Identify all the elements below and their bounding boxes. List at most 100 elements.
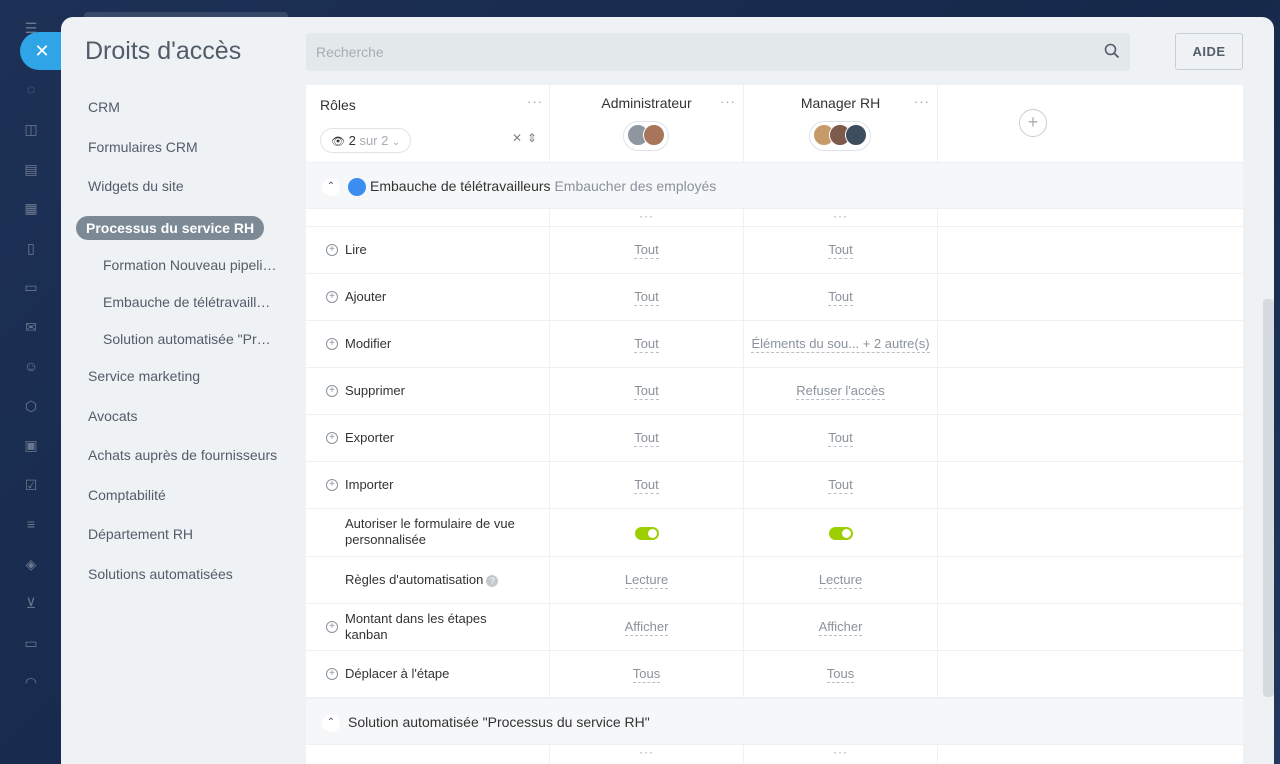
add-role-button[interactable]: +: [1019, 109, 1047, 137]
permission-value[interactable]: Refuser l'accès: [796, 383, 885, 400]
expand-plus-icon[interactable]: +: [326, 244, 338, 256]
chevron-up-icon[interactable]: ⌃: [322, 178, 340, 196]
permission-value[interactable]: Tout: [634, 383, 659, 400]
tasks-icon[interactable]: ▤: [24, 161, 38, 177]
nav-subitem-remote-hiring[interactable]: Embauche de télétravaill…: [76, 290, 306, 327]
nav-item-hr-process[interactable]: Processus du service RH: [76, 214, 306, 254]
access-rights-panel: Droits d'accès AIDE CRM Formulaires CRM …: [61, 17, 1274, 764]
nav-subitem-training[interactable]: Formation Nouveau pipeli…: [76, 253, 306, 290]
search-icon[interactable]: [1104, 43, 1120, 59]
nav-item-purchases[interactable]: Achats auprès de fournisseurs: [76, 443, 306, 483]
view-selector[interactable]: 👁︎ 2 sur 2 ⌄: [320, 128, 412, 153]
nav-item-crm[interactable]: CRM: [76, 95, 306, 135]
permission-value[interactable]: Tout: [828, 430, 853, 447]
hexagon-icon[interactable]: ⬡: [24, 398, 38, 414]
permission-value[interactable]: Tous: [632, 666, 661, 683]
permission-value[interactable]: Lecture: [818, 572, 863, 589]
nav-item-accounting[interactable]: Comptabilité: [76, 483, 306, 523]
permission-value[interactable]: Tout: [828, 242, 853, 259]
table-row: + Supprimer Tout Refuser l'accès: [306, 368, 1243, 415]
nav-subitem-automated-solution[interactable]: Solution automatisée "Pr…: [76, 327, 306, 364]
expand-plus-icon[interactable]: +: [326, 291, 338, 303]
user-icon[interactable]: ◠: [24, 674, 38, 690]
permission-value[interactable]: Tout: [634, 430, 659, 447]
nav-item-label: Département RH: [88, 526, 194, 542]
page-title: Droits d'accès: [85, 37, 242, 65]
nav-item-automated-solutions[interactable]: Solutions automatisées: [76, 562, 306, 602]
card-icon[interactable]: ▭: [24, 279, 38, 295]
close-button[interactable]: ✕: [20, 32, 64, 70]
cell: ···: [744, 745, 938, 764]
expand-plus-icon[interactable]: +: [326, 668, 338, 680]
grid-header: Rôles ··· 👁︎ 2 sur 2 ⌄ ✕ ⇕ Administrateu…: [306, 85, 1243, 162]
expand-plus-icon[interactable]: +: [326, 338, 338, 350]
chevron-up-icon[interactable]: ⌃: [322, 714, 340, 732]
nav-item-label: Achats auprès de fournisseurs: [88, 447, 278, 463]
toggle-switch[interactable]: [634, 527, 659, 540]
table-row: + Ajouter Tout Tout: [306, 274, 1243, 321]
member-avatars[interactable]: [623, 121, 669, 151]
nav-item-hr-department[interactable]: Département RH: [76, 522, 306, 562]
toggle-switch[interactable]: [828, 527, 853, 540]
permission-value[interactable]: Lecture: [624, 572, 669, 589]
calendar-icon[interactable]: ▦: [24, 200, 38, 216]
contacts-icon[interactable]: ☺: [23, 358, 39, 374]
permission-value[interactable]: Afficher: [818, 619, 863, 636]
more-icon[interactable]: ···: [639, 745, 654, 759]
section-title-text: Embauche de télétravailleurs: [370, 178, 551, 194]
nav-item-marketing[interactable]: Service marketing: [76, 364, 306, 404]
collapse-all-icon[interactable]: ✕: [512, 131, 523, 145]
document-icon[interactable]: ▯: [27, 240, 35, 256]
permission-value[interactable]: Tout: [634, 242, 659, 259]
help-button[interactable]: AIDE: [1175, 33, 1243, 70]
permission-cell: [550, 509, 744, 556]
more-icon[interactable]: ···: [833, 209, 848, 223]
permission-value[interactable]: Afficher: [624, 619, 669, 636]
cart-icon[interactable]: ⊻: [25, 595, 37, 611]
roles-menu-icon[interactable]: ···: [527, 94, 543, 109]
view-count: 2: [348, 133, 356, 148]
permission-value[interactable]: Tout: [634, 289, 659, 306]
expand-all-icon[interactable]: ⇕: [527, 131, 538, 145]
expand-plus-icon[interactable]: +: [326, 385, 338, 397]
box-icon[interactable]: ◈: [25, 556, 37, 572]
mail-icon[interactable]: ✉: [25, 319, 37, 335]
stage-dots-row: ··· ···: [306, 745, 1243, 764]
chat-icon[interactable]: ◫: [24, 121, 38, 137]
board-icon[interactable]: ▣: [24, 437, 38, 453]
permission-value[interactable]: Tous: [826, 666, 855, 683]
more-icon[interactable]: ···: [833, 745, 848, 759]
checkbox-icon[interactable]: ☑: [24, 477, 38, 493]
permission-value[interactable]: Tout: [828, 477, 853, 494]
activity-icon[interactable]: ◌: [26, 81, 36, 97]
nav-item-site-widgets[interactable]: Widgets du site: [76, 174, 306, 214]
permission-value[interactable]: Tout: [828, 289, 853, 306]
section-header[interactable]: ⌃ Solution automatisée "Processus du ser…: [306, 698, 1243, 745]
section-header[interactable]: ⌃ Embauche de télétravailleurs Embaucher…: [306, 162, 1243, 209]
member-avatars[interactable]: [809, 121, 871, 151]
row-label-cell: Règles d'automatisation?: [306, 557, 550, 603]
expand-plus-icon[interactable]: +: [326, 621, 338, 633]
permission-value[interactable]: Tout: [634, 477, 659, 494]
column-menu-icon[interactable]: ···: [914, 94, 930, 109]
permission-label: Montant dans les étapes kanban: [345, 611, 487, 643]
table-row: Règles d'automatisation? Lecture Lecture: [306, 557, 1243, 604]
permission-value[interactable]: Tout: [634, 336, 659, 353]
more-icon[interactable]: ···: [639, 209, 654, 223]
search-input[interactable]: [306, 33, 1086, 71]
permission-value[interactable]: Éléments du sou... + 2 autre(s): [751, 336, 930, 353]
vertical-scrollbar[interactable]: [1263, 299, 1274, 697]
expand-plus-icon[interactable]: +: [326, 479, 338, 491]
filter-icon[interactable]: ≡: [26, 516, 36, 532]
table-row: + Modifier Tout Éléments du sou... + 2 au…: [306, 321, 1243, 368]
permission-cell: Tout: [550, 462, 744, 508]
permission-cell: [744, 509, 938, 556]
help-icon[interactable]: ?: [486, 575, 499, 587]
column-menu-icon[interactable]: ···: [720, 94, 736, 109]
expand-plus-icon[interactable]: +: [326, 432, 338, 444]
permission-cell: Tous: [550, 651, 744, 697]
monitor-icon[interactable]: ▭: [24, 635, 38, 651]
nav-item-lawyers[interactable]: Avocats: [76, 404, 306, 444]
section-title: Embauche de télétravailleurs Embaucher d…: [370, 178, 716, 194]
nav-item-crm-forms[interactable]: Formulaires CRM: [76, 135, 306, 175]
